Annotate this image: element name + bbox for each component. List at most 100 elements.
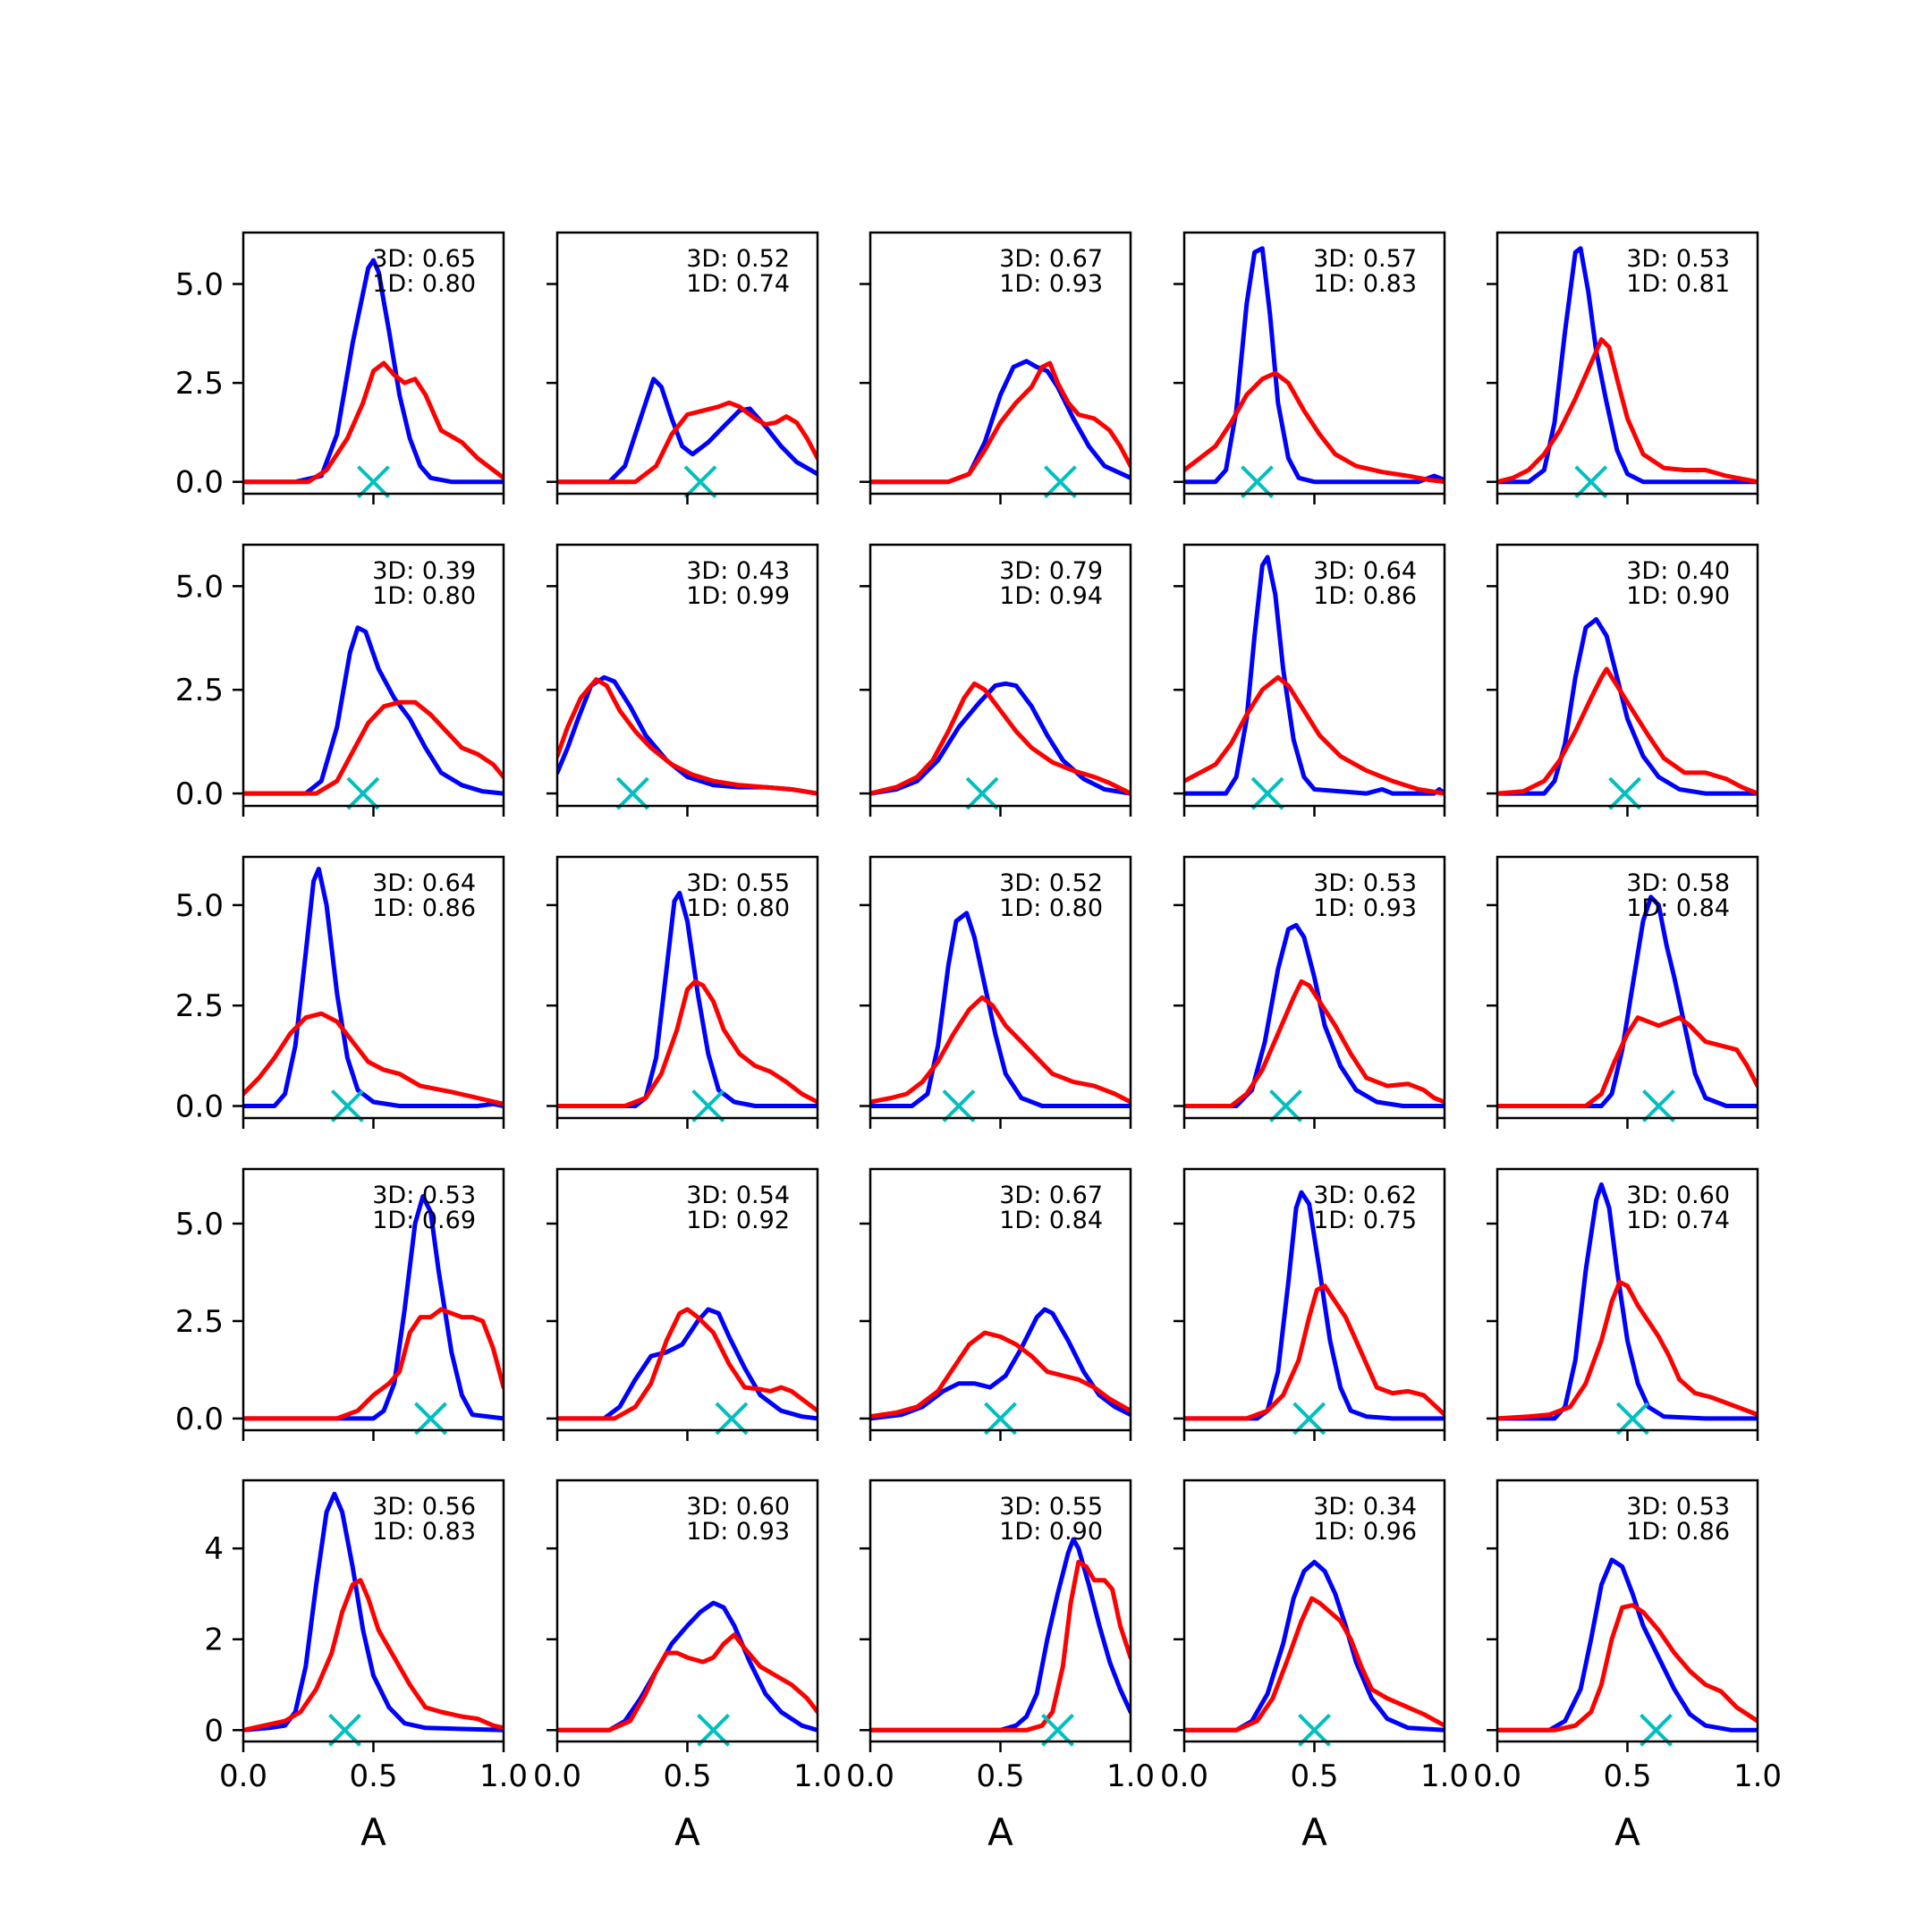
annotation-1d: 1D: 0.86	[1626, 1518, 1730, 1546]
series-3d-line	[557, 1600, 818, 1733]
annotation-3d: 3D: 0.55	[686, 869, 790, 897]
series-1d-line	[1184, 370, 1445, 485]
series-3d-line	[870, 1537, 1131, 1733]
true-value-marker	[414, 1402, 447, 1436]
annotation-3d: 3D: 0.52	[999, 869, 1103, 897]
annotation-3d: 3D: 0.53	[1626, 1493, 1730, 1521]
true-value-marker	[965, 776, 999, 810]
y-tick-label: 5.0	[175, 1207, 224, 1242]
x-tick-label: 0.5	[1603, 1758, 1651, 1794]
series-3d-line	[1497, 1182, 1758, 1421]
annotation-3d: 3D: 0.53	[372, 1182, 476, 1209]
series-1d-line	[870, 681, 1131, 796]
annotation-1d: 1D: 0.86	[372, 894, 476, 922]
annotation-3d: 3D: 0.40	[1626, 557, 1730, 585]
y-tick-label: 5.0	[175, 888, 224, 924]
series-1d-line	[1497, 666, 1758, 796]
true-value-marker	[346, 776, 380, 810]
annotation-1d: 1D: 0.69	[372, 1207, 476, 1234]
series-3d-line	[870, 911, 1131, 1108]
series-3d-line	[243, 1194, 504, 1421]
series-1d-line	[1184, 979, 1445, 1108]
series-1d-line	[1184, 1596, 1445, 1733]
series-1d-line	[243, 360, 504, 485]
series-1d-line	[557, 1307, 818, 1421]
annotation-1d: 1D: 0.75	[1313, 1207, 1417, 1234]
x-tick-label: 0.5	[663, 1758, 711, 1794]
y-tick-label: 0.0	[175, 776, 224, 812]
annotation-1d: 1D: 0.84	[1626, 894, 1730, 922]
annotation-1d: 1D: 0.86	[1313, 582, 1417, 610]
annotation-1d: 1D: 0.93	[686, 1518, 790, 1546]
true-value-marker	[984, 1402, 1017, 1436]
true-value-marker	[697, 1713, 731, 1747]
y-tick-label: 0.0	[175, 1089, 224, 1125]
annotation-3d: 3D: 0.52	[686, 245, 790, 273]
annotation-1d: 1D: 0.74	[1626, 1207, 1730, 1234]
annotation-1d: 1D: 0.94	[999, 582, 1103, 610]
true-value-marker	[357, 465, 390, 499]
true-value-marker	[1269, 1089, 1302, 1123]
annotation-3d: 3D: 0.64	[1313, 557, 1417, 585]
annotation-3d: 3D: 0.54	[686, 1182, 790, 1209]
x-axis-label: A	[1614, 1810, 1640, 1854]
true-value-marker	[1044, 465, 1077, 499]
annotation-3d: 3D: 0.55	[999, 1493, 1103, 1521]
annotation-1d: 1D: 0.93	[1313, 894, 1417, 922]
series-1d-line	[870, 1330, 1131, 1419]
x-tick-label: 0.0	[846, 1758, 894, 1794]
annotation-1d: 1D: 0.80	[686, 894, 790, 922]
x-tick-label: 0.0	[1473, 1758, 1521, 1794]
true-value-marker	[1615, 1402, 1649, 1436]
annotation-3d: 3D: 0.39	[372, 557, 476, 585]
series-3d-line	[557, 377, 818, 485]
annotation-3d: 3D: 0.79	[999, 557, 1103, 585]
annotation-3d: 3D: 0.53	[1626, 245, 1730, 273]
y-tick-label: 0.0	[175, 1402, 224, 1437]
y-tick-label: 4	[204, 1531, 224, 1567]
series-1d-line	[870, 995, 1131, 1105]
x-tick-label: 1.0	[793, 1758, 842, 1794]
annotation-3d: 3D: 0.67	[999, 1182, 1103, 1209]
y-tick-label: 0	[204, 1713, 224, 1749]
true-value-marker	[1250, 776, 1284, 810]
x-tick-label: 0.0	[1160, 1758, 1208, 1794]
x-axis-label: A	[360, 1810, 386, 1854]
series-3d-line	[243, 258, 504, 485]
y-tick-label: 2.5	[175, 1304, 224, 1340]
true-value-marker	[1608, 776, 1642, 810]
series-3d-line	[1184, 1559, 1445, 1733]
y-tick-label: 2.5	[175, 673, 224, 708]
y-tick-label: 2.5	[175, 988, 224, 1024]
x-axis-label: A	[674, 1810, 700, 1854]
series-1d-line	[557, 677, 818, 796]
series-3d-line	[243, 625, 504, 796]
annotation-3d: 3D: 0.67	[999, 245, 1103, 273]
series-1d-line	[557, 979, 818, 1108]
annotation-1d: 1D: 0.83	[372, 1518, 476, 1546]
true-value-marker	[683, 465, 717, 499]
annotation-1d: 1D: 0.99	[686, 582, 790, 610]
series-1d-line	[557, 400, 818, 485]
annotation-1d: 1D: 0.96	[1313, 1518, 1417, 1546]
series-1d-line	[1497, 337, 1758, 485]
series-3d-line	[1184, 922, 1445, 1108]
true-value-marker	[715, 1402, 749, 1436]
x-tick-label: 1.0	[1106, 1758, 1155, 1794]
x-tick-label: 0.0	[219, 1758, 267, 1794]
annotation-3d: 3D: 0.56	[372, 1493, 476, 1521]
true-value-marker	[1640, 1713, 1673, 1747]
series-3d-line	[1497, 894, 1758, 1108]
